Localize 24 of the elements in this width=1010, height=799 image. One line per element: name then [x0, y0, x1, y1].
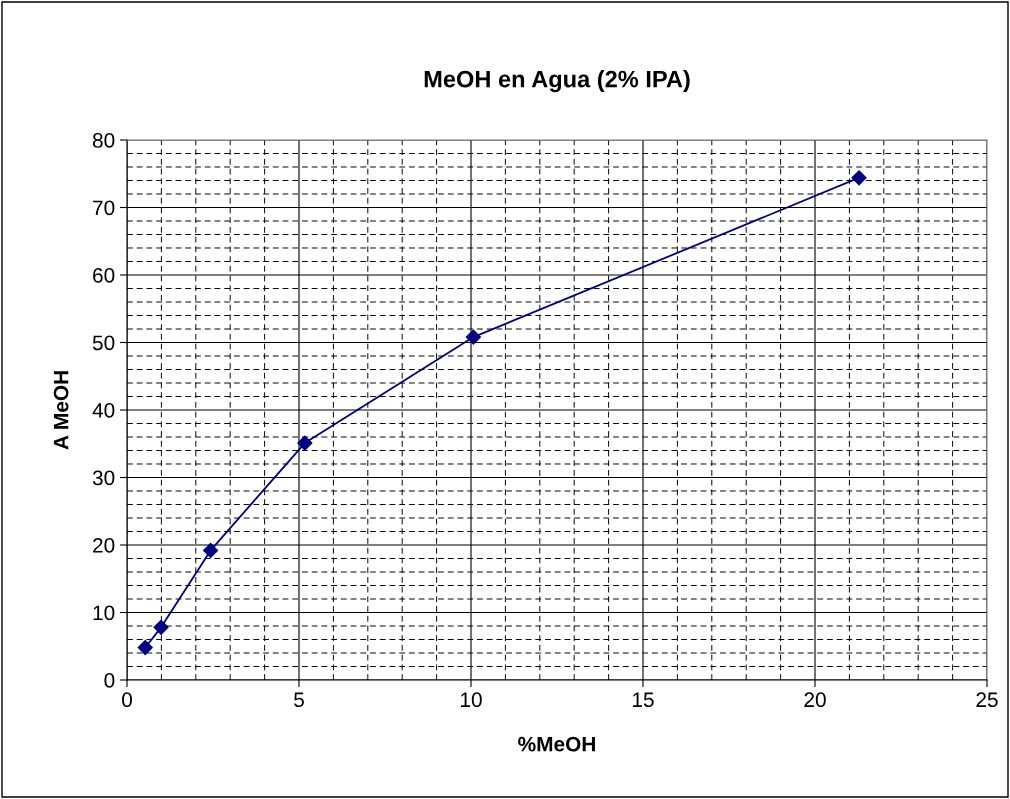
point: [297, 435, 313, 451]
y-tick-label: 30: [92, 470, 115, 486]
y-tick-label: 50: [92, 335, 115, 351]
point: [851, 170, 867, 186]
point: [203, 542, 219, 558]
y-tick-label: 80: [92, 133, 115, 148]
chart-title: MeOH en Agua (2% IPA): [424, 70, 690, 93]
y-tick-label: 10: [93, 605, 115, 621]
x-tick-label: 20: [804, 692, 826, 708]
x-tick-label: 5: [294, 692, 304, 708]
y-tick-label: 60: [93, 268, 115, 283]
x-tick-label: 15: [633, 692, 654, 708]
x-tick-label: 10: [461, 692, 482, 708]
point: [153, 619, 169, 635]
y-tick-label: 40: [92, 403, 115, 418]
y-tick-label: 20: [93, 538, 115, 553]
point: [137, 640, 153, 656]
point: [465, 329, 481, 345]
x-tick-label: 0: [122, 692, 132, 708]
x-axis-title: %MeOH: [518, 736, 595, 752]
y-axis-title: A MeOH: [53, 371, 69, 450]
y-tick-label: 0: [104, 673, 115, 688]
x-tick-label: 25: [976, 692, 998, 708]
y-tick-label: 70: [93, 200, 115, 216]
